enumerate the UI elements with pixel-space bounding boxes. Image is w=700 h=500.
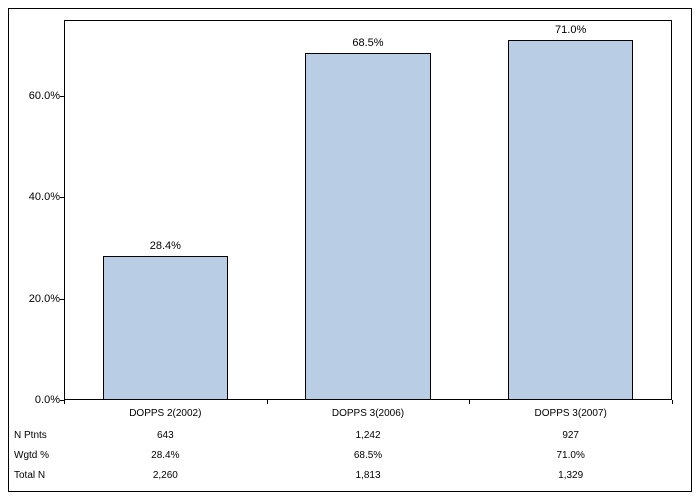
x-category-label: DOPPS 3(2006) xyxy=(332,408,404,419)
y-tick-label: 0.0% xyxy=(10,394,60,406)
y-tick-label: 20.0% xyxy=(10,293,60,305)
x-category-label: DOPPS 2(2002) xyxy=(129,408,201,419)
x-tick-mark xyxy=(672,400,673,404)
y-tick-label: 60.0% xyxy=(10,90,60,102)
table-cell: 1,329 xyxy=(558,470,583,481)
table-row-label: Wgtd % xyxy=(14,450,49,461)
x-category-label: DOPPS 3(2007) xyxy=(535,408,607,419)
table-cell: 2,260 xyxy=(153,470,178,481)
y-tick-mark xyxy=(60,197,64,198)
x-tick-mark xyxy=(267,400,268,404)
bar xyxy=(508,40,634,400)
table-cell: 28.4% xyxy=(151,450,179,461)
table-cell: 643 xyxy=(157,430,174,441)
table-row-label: Total N xyxy=(14,470,45,481)
table-cell: 68.5% xyxy=(354,450,382,461)
bar xyxy=(103,256,229,400)
table-cell: 1,242 xyxy=(355,430,380,441)
bar xyxy=(305,53,431,400)
y-tick-mark xyxy=(60,96,64,97)
bar-value-label: 28.4% xyxy=(115,240,215,252)
table-cell: 71.0% xyxy=(556,450,584,461)
y-tick-mark xyxy=(60,299,64,300)
bar-value-label: 68.5% xyxy=(318,37,418,49)
y-tick-label: 40.0% xyxy=(10,191,60,203)
table-cell: 1,813 xyxy=(355,470,380,481)
bar-value-label: 71.0% xyxy=(521,24,621,36)
x-tick-mark xyxy=(64,400,65,404)
table-cell: 927 xyxy=(562,430,579,441)
table-row-label: N Ptnts xyxy=(14,430,47,441)
x-tick-mark xyxy=(469,400,470,404)
